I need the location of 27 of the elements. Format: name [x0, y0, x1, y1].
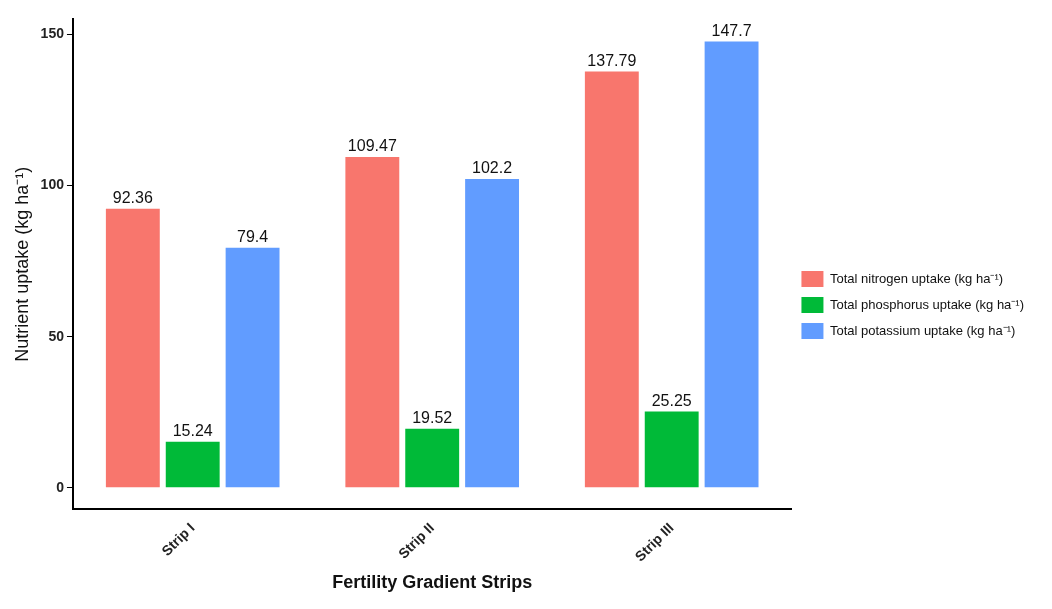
x-axis-title: Fertility Gradient Strips [332, 572, 533, 593]
y-tick-label: 0 [56, 478, 65, 495]
legend-label: Total phosphorus uptake (kg ha⁻¹) [829, 296, 1025, 312]
bar [345, 156, 400, 488]
legend-label: Total potassium uptake (kg ha⁻¹) [829, 322, 1016, 338]
bar [584, 71, 639, 488]
bar [704, 41, 759, 488]
bar [465, 178, 520, 488]
data-label: 79.4 [237, 228, 269, 246]
y-tick-label: 50 [48, 327, 65, 344]
y-axis-title: Nutrient uptake (kg ha⁻¹) [11, 166, 32, 362]
y-tick-label: 150 [40, 25, 65, 42]
bar [165, 441, 220, 488]
data-label: 15.24 [172, 422, 213, 440]
data-label: 25.25 [651, 391, 692, 409]
data-label: 109.47 [347, 137, 397, 155]
data-label: 147.7 [711, 21, 752, 39]
data-label: 137.79 [587, 51, 637, 69]
y-tick-label: 100 [40, 176, 65, 193]
bar [225, 247, 280, 488]
bar [405, 428, 460, 488]
data-label: 102.2 [472, 159, 513, 177]
data-label: 19.52 [412, 409, 453, 427]
legend-label: Total nitrogen uptake (kg ha⁻¹) [829, 270, 1004, 286]
bar [644, 411, 699, 488]
bar [105, 208, 160, 488]
data-label: 92.36 [112, 189, 153, 207]
